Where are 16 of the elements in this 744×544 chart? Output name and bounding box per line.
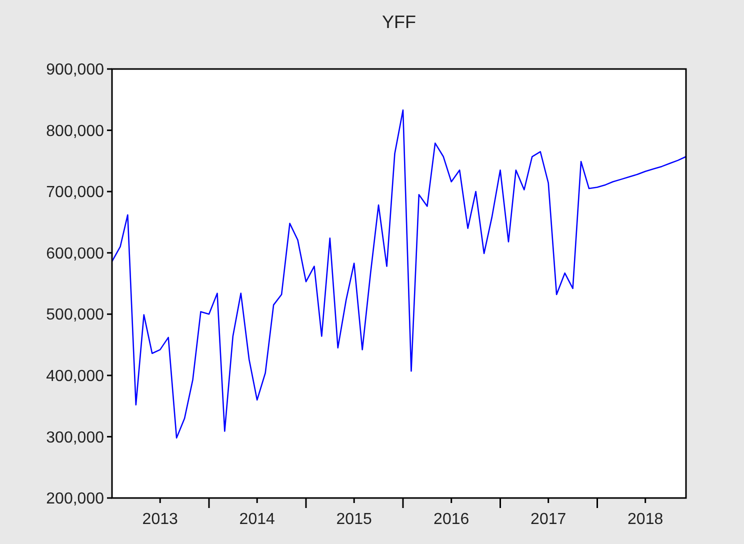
- y-tick-label: 600,000: [46, 245, 104, 262]
- x-tick-label: 2017: [530, 511, 566, 528]
- x-tick-label: 2013: [142, 511, 178, 528]
- x-tick-label: 2014: [239, 511, 275, 528]
- y-tick-label: 300,000: [46, 429, 104, 446]
- x-tick-label: 2018: [628, 511, 664, 528]
- x-tick-label: 2016: [434, 511, 470, 528]
- x-tick-label: 2015: [336, 511, 372, 528]
- y-tick-label: 500,000: [46, 306, 104, 324]
- y-tick-label: 400,000: [46, 368, 104, 386]
- y-tick-label: 900,000: [46, 62, 104, 79]
- y-tick-label: 700,000: [46, 184, 104, 202]
- chart-title: YFF: [382, 12, 416, 32]
- y-tick-label: 200,000: [46, 490, 104, 508]
- y-tick-label: 800,000: [46, 122, 104, 140]
- line-series: [111, 109, 687, 439]
